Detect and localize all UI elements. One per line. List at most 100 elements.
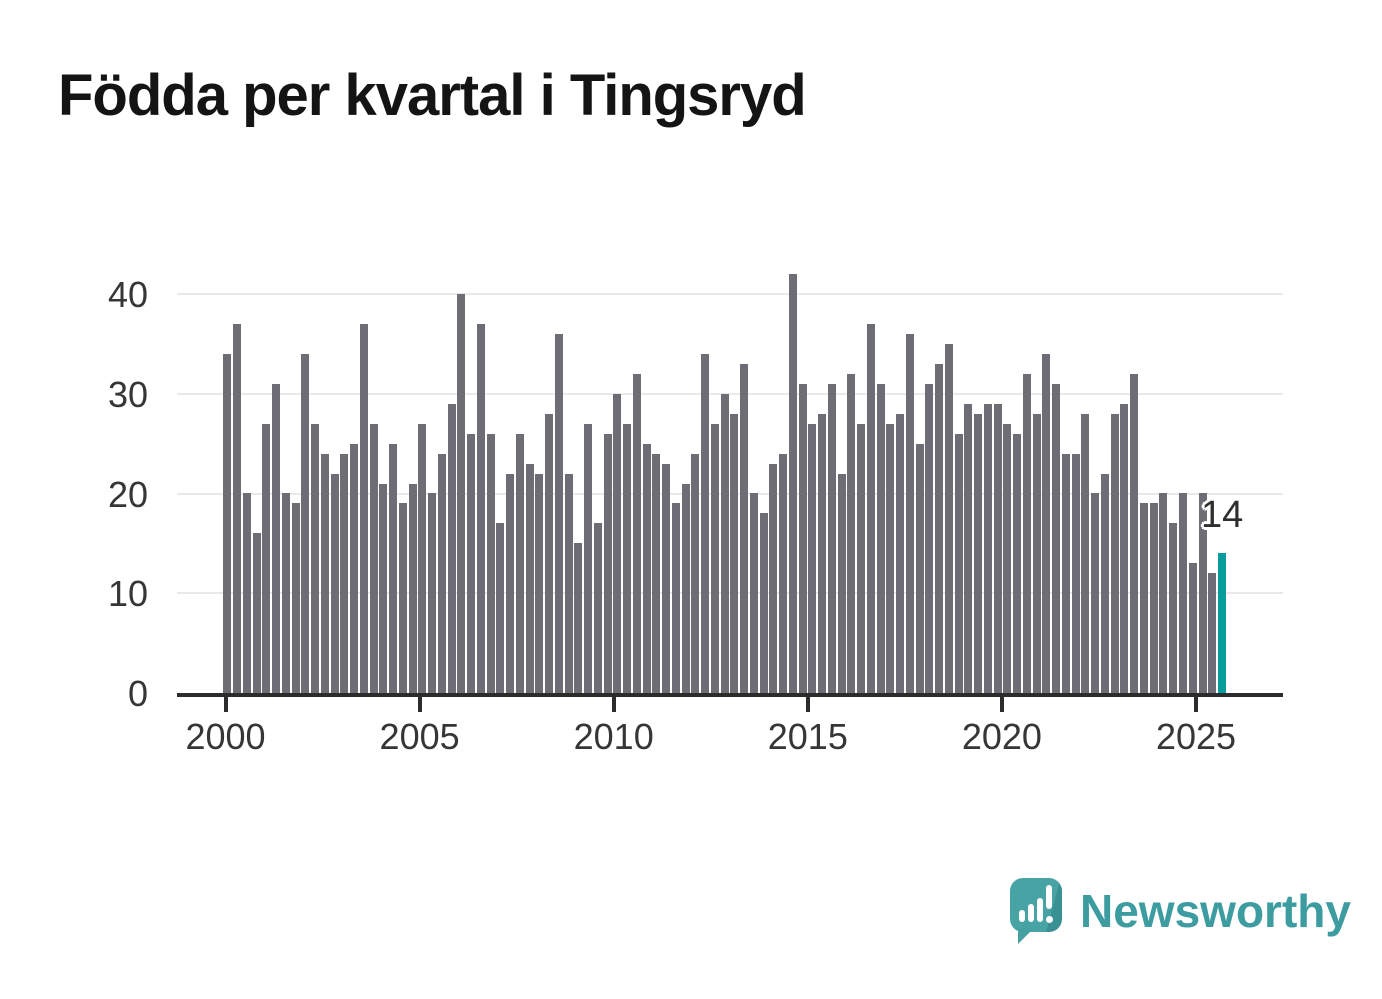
bar-2002-Q1 [301,354,310,693]
bar-2008-Q3 [554,334,563,693]
y-tick-label-40: 40 [107,274,148,315]
bar-2011-Q2 [662,464,671,693]
bar-2014-Q3 [788,274,797,693]
bar-2024-Q2 [1169,523,1178,693]
gridline-y-40 [177,293,1283,295]
bar-2022-Q4 [1110,414,1119,693]
bar-2000-Q2 [233,324,242,693]
speech-bubble-bar-chart-icon [1010,878,1062,932]
bar-2010-Q1 [613,394,622,693]
bar-2022-Q1 [1081,414,1090,693]
chart-title: Födda per kvartal i Tingsryd [58,63,807,128]
bar-2021-Q2 [1052,384,1061,693]
bar-2012-Q1 [691,454,700,693]
x-tick-label-2025: 2025 [1155,716,1237,757]
x-axis-line [177,693,1283,697]
bar-2005-Q4 [447,404,456,693]
bar-2013-Q2 [740,364,749,693]
x-tick-label-2005: 2005 [379,716,460,757]
bar-2025-Q2 [1208,573,1217,693]
bar-2024-Q4 [1188,563,1197,693]
bar-2019-Q4 [993,404,1002,693]
bar-2012-Q3 [710,424,719,693]
bar-2010-Q4 [642,444,651,693]
bar-2005-Q2 [428,493,437,693]
logo-exclamation-icon [1046,885,1052,909]
bar-2006-Q2 [467,434,476,693]
bar-2020-Q1 [1003,424,1012,693]
bar-2016-Q2 [857,424,866,693]
bar-2004-Q4 [408,484,417,693]
logo-bar-icon [1037,898,1043,922]
bar-2022-Q2 [1091,493,1100,693]
bar-2012-Q4 [720,394,729,693]
bar-2004-Q3 [398,503,407,693]
bar-2003-Q3 [359,324,368,693]
bar-2010-Q2 [623,424,632,693]
bar-2007-Q1 [496,523,505,693]
bar-2014-Q1 [769,464,778,693]
bar-2000-Q3 [242,493,251,693]
bar-2025-Q3 [1218,553,1226,693]
bar-2003-Q4 [369,424,378,693]
bar-2017-Q4 [915,444,924,693]
bar-2010-Q3 [632,374,641,693]
bar-2017-Q3 [905,334,914,693]
bar-2001-Q3 [281,493,290,693]
bar-2014-Q4 [798,384,807,693]
bar-2011-Q3 [671,503,680,693]
bar-2006-Q4 [486,434,495,693]
bar-2002-Q4 [330,474,339,693]
newsworthy-logo: Newsworthy [1010,876,1351,946]
x-tick-mark-2005 [417,697,422,712]
bar-2005-Q1 [418,424,427,693]
bar-2000-Q1 [223,354,232,693]
bar-2023-Q3 [1139,503,1148,693]
x-tick-mark-2010 [611,697,616,712]
bar-2002-Q3 [320,454,329,693]
bar-2007-Q4 [525,464,534,693]
bar-2015-Q1 [808,424,817,693]
x-tick-mark-2020 [999,697,1004,712]
bar-2009-Q2 [584,424,593,693]
bar-2021-Q4 [1071,454,1080,693]
x-tick-mark-2000 [223,697,228,712]
bar-2013-Q1 [730,414,739,693]
bar-2017-Q2 [896,414,905,693]
bar-2009-Q4 [603,434,612,693]
bar-2020-Q3 [1022,374,1031,693]
bar-2016-Q4 [876,384,885,693]
y-tick-label-30: 30 [107,374,148,415]
bar-2003-Q2 [350,444,359,693]
bar-2018-Q1 [925,384,934,693]
bar-2015-Q4 [837,474,846,693]
logo-bar-icon [1019,910,1025,922]
x-tick-label-2010: 2010 [573,716,654,757]
bar-2016-Q1 [847,374,856,693]
bar-2015-Q2 [818,414,827,693]
gridline-y-30 [177,393,1283,395]
x-tick-label-2015: 2015 [767,716,848,757]
gridline-y-20 [177,493,1283,495]
bar-2018-Q4 [954,434,963,693]
bar-2007-Q3 [515,434,524,693]
bar-2004-Q1 [379,484,388,693]
bar-2007-Q2 [506,474,515,693]
bar-2021-Q1 [1042,354,1051,693]
bar-2011-Q4 [681,484,690,693]
bar-2023-Q4 [1149,503,1158,693]
bar-2004-Q2 [389,444,398,693]
y-tick-label-10: 10 [107,573,148,614]
bar-2008-Q2 [545,414,554,693]
bar-2013-Q3 [749,493,758,693]
y-tick-label-20: 20 [107,474,148,515]
bar-2022-Q3 [1100,474,1109,693]
x-tick-mark-2015 [805,697,810,712]
bar-2019-Q3 [983,404,992,693]
bar-2009-Q3 [593,523,602,693]
y-tick-label-0: 0 [127,673,148,714]
bar-2006-Q1 [457,294,466,693]
last-value-annotation: 14 [1201,494,1244,536]
bar-2024-Q3 [1178,493,1187,693]
bar-2001-Q4 [291,503,300,693]
